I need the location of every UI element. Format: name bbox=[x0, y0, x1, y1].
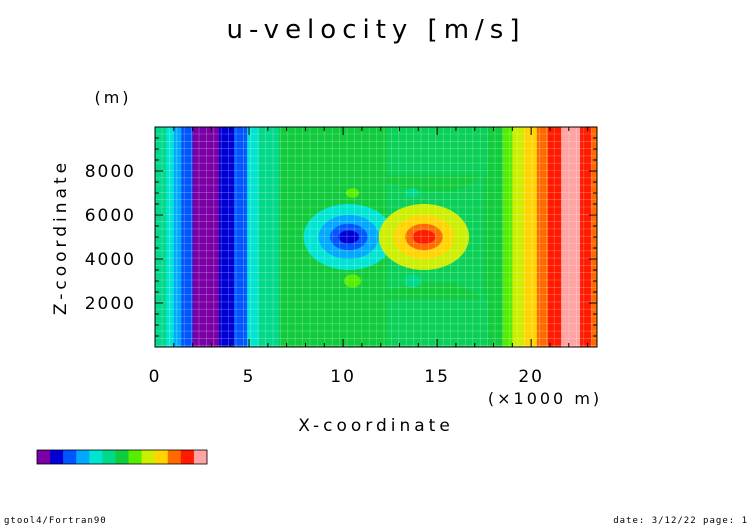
y-axis-unit: (m) bbox=[94, 88, 131, 107]
field-band-10 bbox=[502, 127, 513, 347]
field-band-3 bbox=[181, 127, 194, 347]
field-band-8 bbox=[258, 127, 280, 347]
colorbar-swatch-7 bbox=[128, 450, 142, 464]
field-band-2 bbox=[173, 127, 182, 347]
field-grid bbox=[155, 127, 597, 347]
colorbar-swatch-6 bbox=[115, 450, 129, 464]
field-spot-1 bbox=[406, 188, 420, 198]
field-band-15 bbox=[561, 127, 581, 347]
x-tick-label-0: 0 bbox=[149, 367, 162, 387]
y-tick-label-2000: 2000 bbox=[85, 294, 136, 314]
x-tick-label-5: 5 bbox=[243, 367, 256, 387]
field-spot-3 bbox=[404, 274, 422, 288]
colorbar-swatch-2 bbox=[63, 450, 77, 464]
x-axis-unit: (×1000 m) bbox=[488, 389, 602, 408]
colorbar-swatch-3 bbox=[76, 450, 90, 464]
field-spot-0 bbox=[345, 188, 360, 198]
field-layer bbox=[155, 127, 597, 347]
field-spot-2 bbox=[344, 274, 361, 288]
field-band-5 bbox=[218, 127, 235, 347]
colorbar bbox=[36, 449, 208, 465]
field-band-14 bbox=[548, 127, 562, 347]
y-axis-label: Z-coordinate bbox=[51, 159, 71, 315]
x-tick-label-10: 10 bbox=[330, 367, 356, 387]
field-band-12 bbox=[523, 127, 538, 347]
colorbar-swatch-9 bbox=[154, 450, 169, 464]
y-tick-label-6000: 6000 bbox=[85, 206, 136, 226]
vortex-1-contour-3 bbox=[412, 229, 436, 245]
colorbar-swatch-1 bbox=[50, 450, 64, 464]
footer-date-page: date: 3/12/22 page: 1 bbox=[613, 516, 748, 526]
colorbar-frame bbox=[36, 449, 208, 465]
x-tick-label-15: 15 bbox=[424, 367, 450, 387]
field-band-0 bbox=[155, 127, 167, 347]
field-band-11 bbox=[512, 127, 525, 347]
colorbar-swatch-10 bbox=[167, 450, 182, 464]
x-axis: 0 5 10 15 20 bbox=[149, 127, 589, 387]
colorbar-swatch-4 bbox=[89, 450, 103, 464]
y-tick-label-8000: 8000 bbox=[85, 162, 136, 182]
y-axis: 2000 4000 6000 8000 bbox=[85, 126, 597, 348]
plot-area bbox=[154, 126, 598, 348]
field-band-4 bbox=[192, 127, 220, 347]
chart-title: u-velocity [m/s] bbox=[227, 15, 526, 45]
y-tick-label-4000: 4000 bbox=[85, 250, 136, 270]
colorbar-swatch-5 bbox=[102, 450, 116, 464]
x-axis-label: X-coordinate bbox=[298, 416, 454, 436]
x-tick-label-20: 20 bbox=[518, 367, 544, 387]
vortex-0-contour-3 bbox=[338, 230, 360, 244]
colorbar-swatch-12 bbox=[193, 450, 208, 464]
field-band-6 bbox=[233, 127, 248, 347]
colorbar-swatch-11 bbox=[180, 450, 195, 464]
field-band-16 bbox=[580, 127, 592, 347]
colorbar-swatch-0 bbox=[37, 450, 51, 464]
field-band-7 bbox=[247, 127, 260, 347]
field-band-13 bbox=[536, 127, 549, 347]
footer-program: gtool4/Fortran90 bbox=[4, 516, 107, 526]
field-band-1 bbox=[166, 127, 175, 347]
colorbar-swatch-8 bbox=[141, 450, 155, 464]
